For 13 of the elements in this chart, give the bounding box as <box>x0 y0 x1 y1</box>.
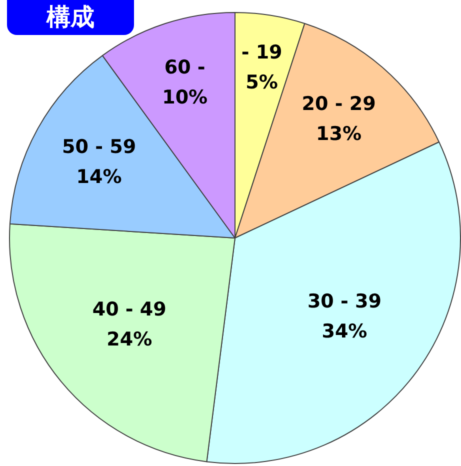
data-label: 13% <box>316 123 362 146</box>
slice-label: 40 - 49 <box>92 298 166 320</box>
data-label: 24% <box>106 328 152 350</box>
slice-label: - 19 <box>241 42 282 64</box>
data-label: 34% <box>322 320 368 342</box>
chart-title: 構成 <box>7 0 134 35</box>
slice-label: 20 - 29 <box>302 93 376 116</box>
data-label: 5% <box>246 72 278 94</box>
data-label: 14% <box>76 166 122 188</box>
slice-label: 30 - 39 <box>307 290 382 312</box>
slice-label: 50 - 59 <box>62 136 136 158</box>
data-label: 10% <box>162 86 208 109</box>
slice-label: 60 - <box>164 56 206 79</box>
